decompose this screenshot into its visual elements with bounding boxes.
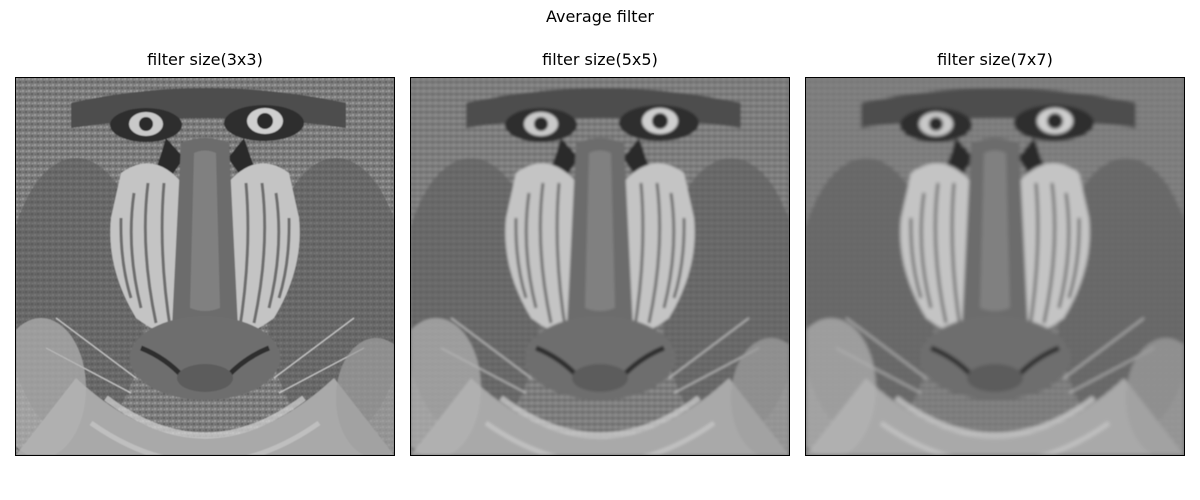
mandrill-image-5x5 <box>410 77 790 456</box>
panel-filter-3x3: filter size(3x3) <box>15 50 395 456</box>
panel-title: filter size(3x3) <box>147 50 263 69</box>
panel-title: filter size(7x7) <box>937 50 1053 69</box>
mandrill-image-3x3 <box>15 77 395 456</box>
panel-filter-7x7: filter size(7x7) <box>805 50 1185 456</box>
panel-filter-5x5: filter size(5x5) <box>410 50 790 456</box>
panel-title: filter size(5x5) <box>542 50 658 69</box>
mandrill-image-7x7 <box>805 77 1185 456</box>
figure-suptitle: Average filter <box>545 7 654 26</box>
